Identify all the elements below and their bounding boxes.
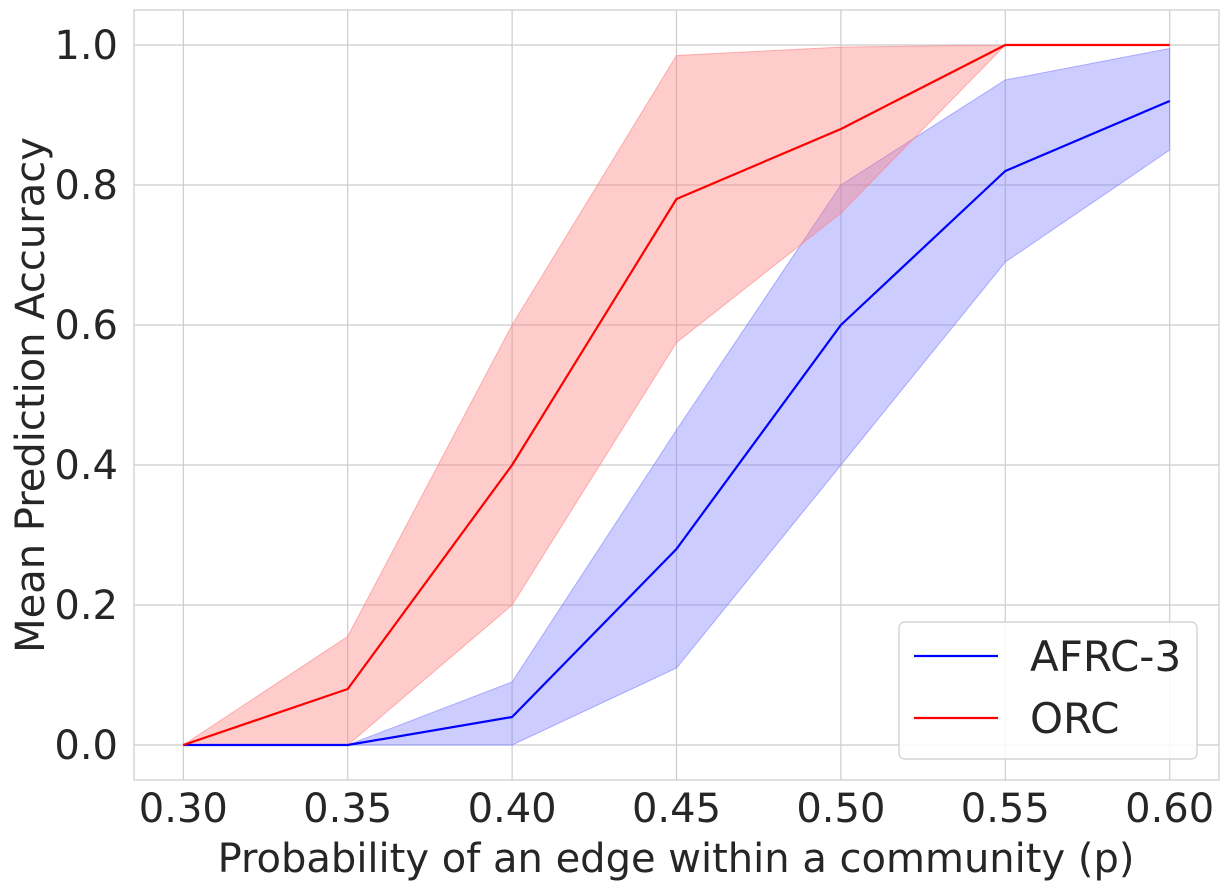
y-tick-label: 0.6 [54, 303, 118, 349]
y-tick-label: 0.0 [54, 723, 118, 769]
y-tick-label: 0.8 [54, 163, 118, 209]
y-tick-label: 1.0 [54, 23, 118, 69]
band-afrc-3 [183, 47, 1171, 746]
x-tick-label: 0.55 [961, 786, 1050, 832]
x-tick-label: 0.60 [1125, 786, 1214, 832]
x-tick-label: 0.40 [468, 786, 557, 832]
confidence-bands [181, 44, 1171, 746]
y-tick-label: 0.4 [54, 443, 118, 489]
y-axis-ticks: 0.0 0.2 0.4 0.6 0.8 1.0 [54, 23, 118, 769]
y-tick-label: 0.2 [54, 583, 118, 629]
legend: AFRC-3 ORC [898, 621, 1198, 760]
legend-label: AFRC-3 [1030, 632, 1181, 681]
band-orc [181, 44, 1170, 746]
x-tick-label: 0.45 [632, 786, 721, 832]
y-axis-label: Mean Prediction Accuracy [8, 137, 54, 653]
x-axis-label: Probability of an edge within a communit… [218, 836, 1135, 882]
legend-label: ORC [1030, 694, 1119, 743]
x-tick-label: 0.50 [796, 786, 885, 832]
x-tick-label: 0.35 [303, 786, 392, 832]
series-lines [182, 43, 1171, 747]
x-tick-label: 0.30 [139, 786, 228, 832]
x-axis-ticks: 0.30 0.35 0.40 0.45 0.50 0.55 0.60 [139, 786, 1214, 832]
